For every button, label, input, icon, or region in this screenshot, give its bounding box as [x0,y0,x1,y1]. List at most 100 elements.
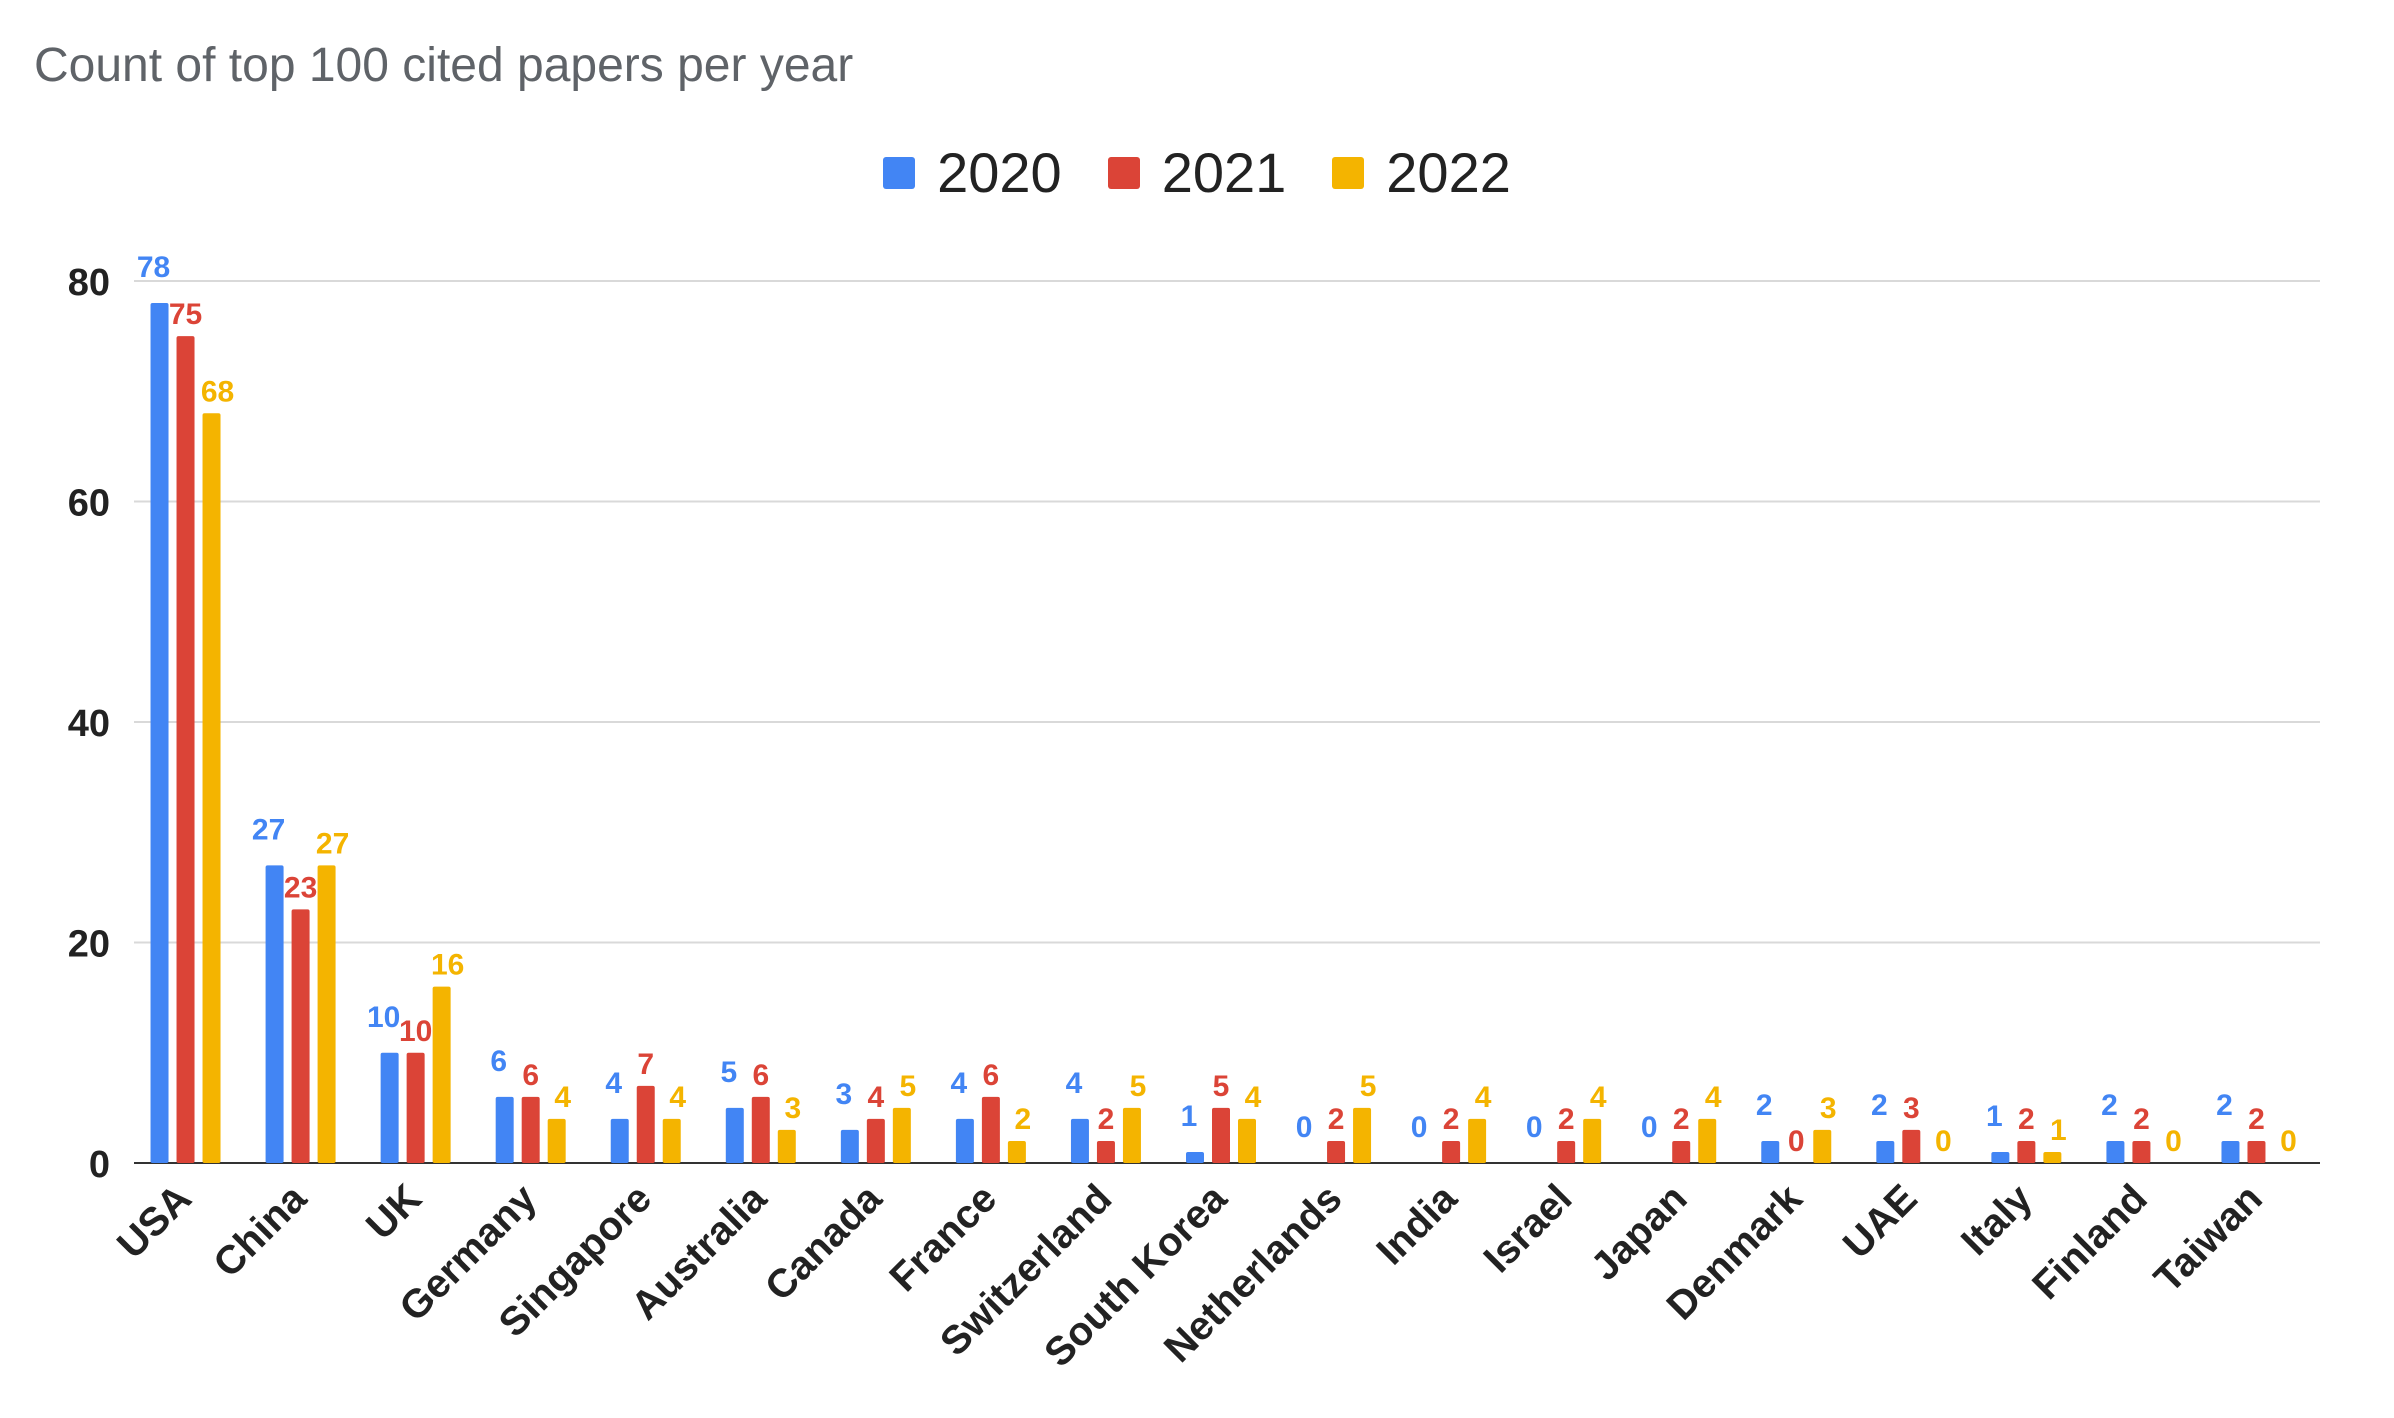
bar-2022-singapore [662,1118,681,1163]
data-label: 5 [1130,1070,1147,1103]
bar-2021-uk [406,1052,425,1163]
bar-2020-finland [2106,1140,2125,1163]
y-tick-label: 0 [89,1144,110,1186]
data-label: 1 [2050,1114,2067,1147]
bar-2021-canada [866,1118,885,1163]
data-label: 6 [752,1059,769,1092]
x-tick-label: Israel [1475,1176,1580,1281]
data-label: 2 [2133,1103,2150,1136]
data-label: 6 [490,1045,507,1078]
data-label: 4 [669,1081,686,1114]
legend-swatch-2021 [1107,156,1140,189]
x-tick-label: China [205,1176,315,1286]
data-label: 68 [201,375,234,408]
data-label: 4 [1705,1081,1722,1114]
bar-2020-france [955,1118,974,1163]
x-tick-label: Taiwan [2146,1176,2271,1301]
bar-2022-japan [1698,1118,1717,1163]
data-label: 2 [1098,1103,1115,1136]
bar-2021-taiwan [2247,1140,2266,1163]
bar-2020-singapore [610,1118,629,1163]
data-label: 6 [983,1059,1000,1092]
data-label: 10 [367,1001,400,1034]
bar-2021-france [981,1096,1000,1163]
data-label: 2 [2248,1103,2265,1136]
data-label: 0 [2280,1125,2297,1158]
bar-2021-japan [1672,1140,1691,1163]
bar-2021-india [1442,1140,1461,1163]
legend-swatch-2020 [883,156,916,189]
bar-2020-uae [1876,1140,1895,1163]
data-label: 3 [1903,1092,1920,1125]
bar-2020-taiwan [2221,1140,2240,1163]
legend-item-2022[interactable]: 2022 [1332,140,1511,205]
bar-2020-canada [840,1129,859,1163]
legend-label-2020: 2020 [937,141,1062,204]
bar-2021-germany [521,1096,540,1163]
x-tick-label: Italy [1953,1176,2041,1264]
data-label: 27 [316,827,349,860]
data-label: 4 [554,1081,571,1114]
legend-swatch-2022 [1332,156,1365,189]
bar-2022-uk [432,986,451,1163]
data-label: 3 [835,1078,852,1111]
data-label: 4 [1590,1081,1607,1114]
bar-2022-china [317,865,336,1163]
bar-2022-australia [777,1129,796,1163]
bar-2022-israel [1583,1118,1602,1163]
bar-2022-canada [892,1107,911,1163]
bar-2022-denmark [1813,1129,1832,1163]
data-label: 3 [784,1092,801,1125]
data-label: 27 [252,813,285,846]
bar-2022-france [1007,1140,1026,1163]
data-label: 4 [951,1067,968,1100]
y-tick-label: 40 [68,703,110,745]
x-tick-label: UAE [1835,1176,1926,1267]
bar-2021-china [291,909,310,1163]
legend-label-2022: 2022 [1386,141,1511,204]
data-label: 4 [1475,1081,1492,1114]
legend-item-2020[interactable]: 2020 [883,140,1062,205]
data-label: 4 [1245,1081,1262,1114]
bar-2021-finland [2132,1140,2151,1163]
data-label: 5 [899,1070,916,1103]
data-label: 75 [169,298,202,331]
bar-2021-south-korea [1212,1107,1230,1163]
bar-2020-south-korea [1186,1151,1204,1163]
bar-2022-italy [2043,1151,2062,1163]
bar-2022-india [1468,1118,1487,1163]
x-tick-label: Japan [1583,1176,1696,1289]
x-tick-label: USA [109,1176,200,1267]
legend-item-2021[interactable]: 2021 [1107,140,1287,205]
x-tick-label: UK [358,1176,430,1248]
bar-2020-china [265,865,284,1163]
data-label: 16 [431,949,464,982]
data-label: 2 [1443,1103,1460,1136]
data-label: 0 [1641,1111,1658,1144]
bar-2021-uae [1902,1129,1921,1163]
data-label: 5 [1213,1070,1230,1103]
x-tick-label: Canada [757,1176,891,1310]
data-label: 5 [720,1056,737,1089]
bar-2022-germany [547,1118,566,1163]
bar-2020-usa [150,303,169,1163]
data-label: 10 [399,1015,432,1048]
bar-2020-germany [495,1096,514,1163]
y-tick-label: 60 [68,483,110,525]
data-label: 2 [2018,1103,2035,1136]
data-label: 2 [2216,1089,2233,1122]
x-tick-label: Finland [2024,1176,2156,1308]
y-tick-label: 80 [68,262,110,304]
data-label: 2 [1756,1089,1773,1122]
data-label: 1 [1181,1100,1198,1133]
data-label: 2 [1871,1089,1888,1122]
bar-2020-uk [380,1052,399,1163]
bar-2021-australia [751,1096,770,1163]
x-tick-label: India [1368,1176,1466,1274]
data-label: 2 [1328,1103,1345,1136]
data-label: 23 [284,871,317,904]
bar-2021-italy [2017,1140,2036,1163]
legend-label-2021: 2021 [1161,141,1287,204]
legend: 2020 2021 2022 [0,140,2394,205]
bar-2020-australia [725,1107,744,1163]
